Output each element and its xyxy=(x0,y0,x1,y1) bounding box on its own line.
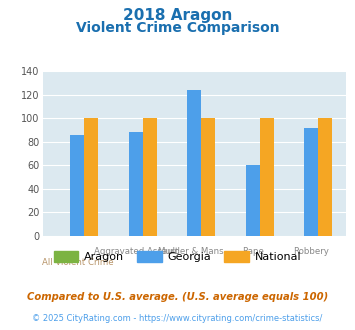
Bar xyxy=(143,118,157,236)
Text: Compared to U.S. average. (U.S. average equals 100): Compared to U.S. average. (U.S. average … xyxy=(27,292,328,302)
Text: Robbery: Robbery xyxy=(293,247,329,256)
Bar xyxy=(70,135,84,236)
Text: Rape: Rape xyxy=(242,247,264,256)
Text: © 2025 CityRating.com - https://www.cityrating.com/crime-statistics/: © 2025 CityRating.com - https://www.city… xyxy=(32,314,323,323)
Bar xyxy=(187,90,201,236)
Bar xyxy=(201,118,215,236)
Legend: Aragon, Georgia, National: Aragon, Georgia, National xyxy=(49,247,306,267)
Text: 2018 Aragon: 2018 Aragon xyxy=(123,8,232,23)
Text: Violent Crime Comparison: Violent Crime Comparison xyxy=(76,21,279,35)
Bar xyxy=(246,165,260,236)
Text: Murder & Mans...: Murder & Mans... xyxy=(158,247,231,256)
Bar xyxy=(84,118,98,236)
Bar xyxy=(318,118,332,236)
Bar xyxy=(304,127,318,236)
Text: Aggravated Assault: Aggravated Assault xyxy=(94,247,178,256)
Bar xyxy=(129,132,143,236)
Bar xyxy=(260,118,274,236)
Text: All Violent Crime: All Violent Crime xyxy=(42,258,113,267)
